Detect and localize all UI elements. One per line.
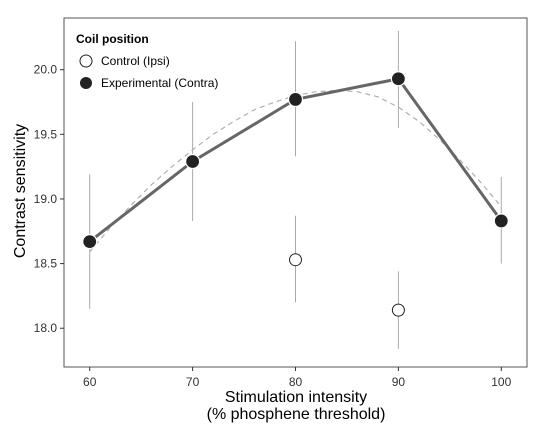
data-point-control bbox=[289, 253, 302, 267]
y-tick-label: 19.0 bbox=[34, 192, 58, 206]
y-tick-label: 20.0 bbox=[34, 63, 58, 77]
x-axis-label: Stimulation intensity bbox=[225, 389, 367, 406]
x-tick-label: 100 bbox=[491, 375, 511, 389]
y-tick-label: 18.0 bbox=[34, 321, 58, 335]
axis-ticks: 60 70 80 90 100 18.0 18.5 19.0 19.5 20.0 bbox=[34, 63, 512, 389]
x-tick-label: 90 bbox=[392, 375, 406, 389]
data-point-experimental bbox=[82, 234, 98, 250]
x-axis-sublabel: (% phosphene threshold) bbox=[207, 406, 386, 423]
legend-label-experimental: Experimental (Contra) bbox=[101, 76, 218, 90]
y-axis-label: Contrast sensitivity bbox=[12, 124, 29, 258]
data-point-experimental bbox=[493, 213, 509, 229]
data-point-experimental bbox=[287, 91, 304, 108]
y-tick-label: 18.5 bbox=[34, 257, 58, 271]
x-tick-label: 70 bbox=[186, 375, 200, 389]
x-tick-label: 60 bbox=[83, 375, 97, 389]
x-tick-label: 80 bbox=[289, 375, 303, 389]
legend-marker-experimental bbox=[79, 76, 93, 90]
legend-label-control: Control (Ipsi) bbox=[101, 54, 170, 68]
legend-marker-control bbox=[79, 54, 93, 68]
legend: Coil position Control (Ipsi) Experimenta… bbox=[76, 32, 218, 90]
data-points bbox=[82, 71, 509, 317]
y-tick-label: 19.5 bbox=[34, 127, 58, 141]
data-point-experimental bbox=[185, 153, 201, 170]
data-point-control bbox=[391, 303, 405, 317]
data-point-experimental bbox=[390, 71, 406, 87]
legend-title: Coil position bbox=[76, 32, 149, 46]
